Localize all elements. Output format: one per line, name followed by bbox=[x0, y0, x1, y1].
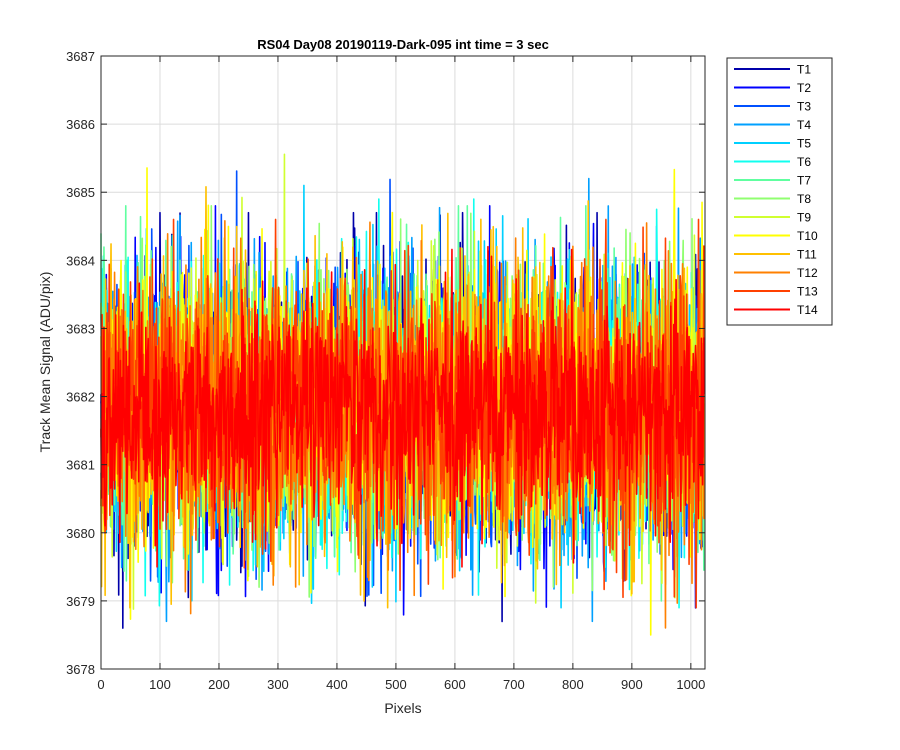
x-tick-label: 0 bbox=[97, 677, 104, 692]
y-tick-label: 3684 bbox=[66, 253, 95, 268]
legend-label: T9 bbox=[797, 211, 811, 225]
y-axis-label: Track Mean Signal (ADU/pix) bbox=[37, 272, 53, 453]
x-tick-label: 900 bbox=[621, 677, 643, 692]
y-tick-label: 3683 bbox=[66, 321, 95, 336]
legend-label: T2 bbox=[797, 81, 811, 95]
legend-label: T13 bbox=[797, 285, 818, 299]
legend-label: T14 bbox=[797, 303, 818, 317]
x-tick-label: 1000 bbox=[676, 677, 705, 692]
y-tick-label: 3679 bbox=[66, 594, 95, 609]
legend: T1 T2 T3 T4 T5 T6 T7 T8 T9 T10 T11 T12 T13 T14 bbox=[726, 57, 833, 326]
x-tick-label: 200 bbox=[208, 677, 230, 692]
legend-label: T5 bbox=[797, 137, 811, 151]
x-tick-label: 700 bbox=[503, 677, 525, 692]
y-tick-label: 3680 bbox=[66, 526, 95, 541]
y-tick-label: 3681 bbox=[66, 458, 95, 473]
legend-label: T3 bbox=[797, 100, 811, 114]
legend-label: T4 bbox=[797, 118, 811, 132]
series-line-t14 bbox=[100, 245, 706, 568]
plot-area: 0 100 200 300 400 500 600 700 800 900 1000 3678 3679… bbox=[66, 49, 706, 692]
x-axis-label: Pixels bbox=[384, 700, 421, 716]
y-tick-label: 3687 bbox=[66, 49, 95, 64]
x-tick-label: 500 bbox=[385, 677, 407, 692]
legend-label: T12 bbox=[797, 266, 818, 280]
x-tick-label: 600 bbox=[444, 677, 466, 692]
legend-label: T1 bbox=[797, 63, 811, 77]
x-tick-label: 400 bbox=[326, 677, 348, 692]
y-tick-label: 3685 bbox=[66, 185, 95, 200]
legend-box bbox=[726, 57, 833, 326]
legend-label: T7 bbox=[797, 174, 811, 188]
y-tick-label: 3682 bbox=[66, 390, 95, 405]
y-tick-label: 3678 bbox=[66, 662, 95, 677]
x-tick-label: 800 bbox=[562, 677, 584, 692]
legend-label: T8 bbox=[797, 192, 811, 206]
chart-title: RS04 Day08 20190119-Dark-095 int time = … bbox=[257, 37, 549, 52]
legend-label: T11 bbox=[797, 248, 817, 262]
x-tick-label: 300 bbox=[267, 677, 289, 692]
y-tick-label: 3686 bbox=[66, 117, 95, 132]
plot-frame bbox=[100, 55, 706, 670]
legend-label: T10 bbox=[797, 229, 818, 243]
legend-label: T6 bbox=[797, 155, 811, 169]
x-tick-label: 100 bbox=[149, 677, 171, 692]
